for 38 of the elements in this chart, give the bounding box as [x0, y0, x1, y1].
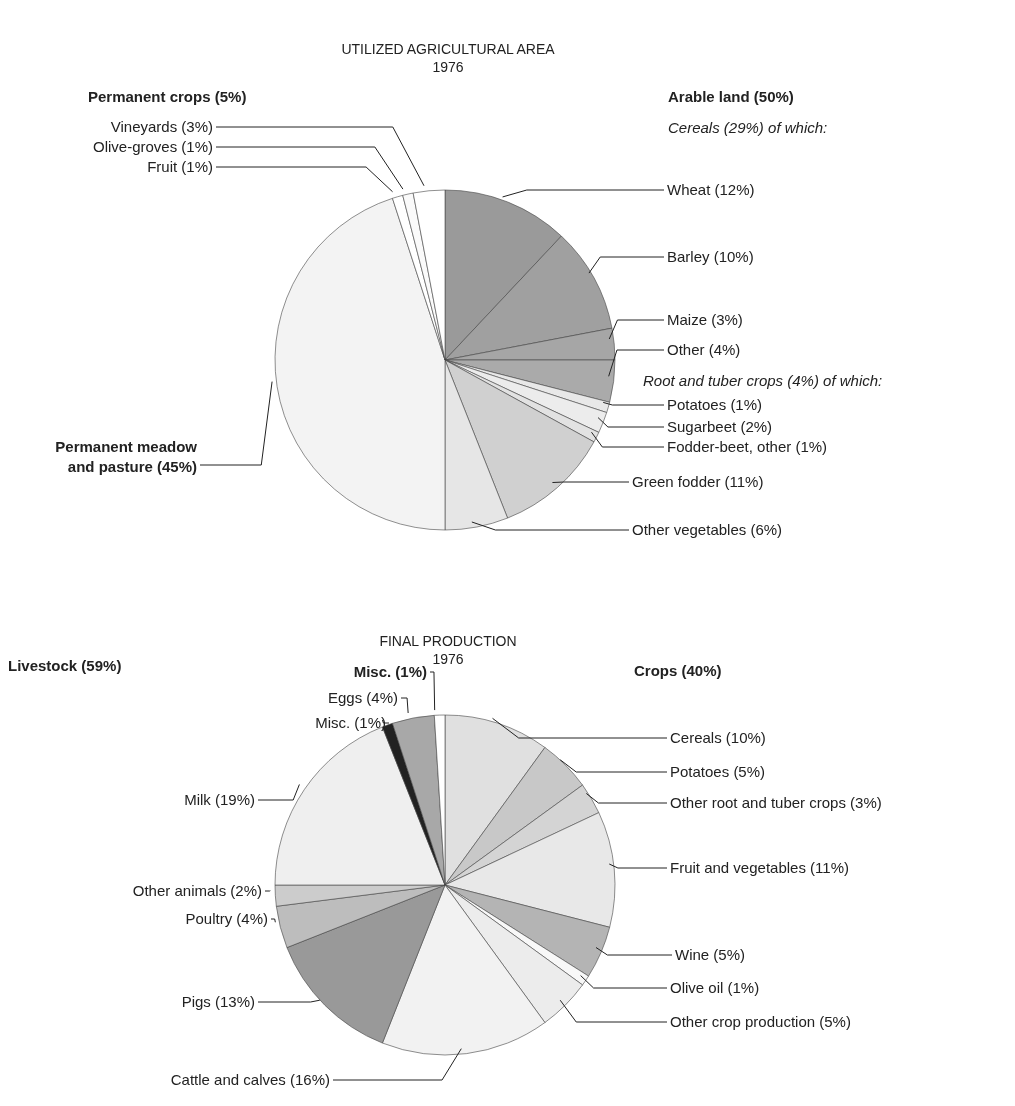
text: Permanent crops (5%)	[88, 88, 247, 105]
slice-label: Potatoes (5%)	[670, 763, 766, 780]
chart-title: FINAL PRODUCTION	[378, 632, 518, 650]
slice-label: Poultry (4%)	[185, 910, 268, 927]
slice-label: Other vegetables (6%)	[632, 521, 783, 538]
slice-label: Sugarbeet (2%)	[667, 418, 773, 435]
slice-label: Fruit and vegetables (11%)	[670, 859, 849, 876]
slice-label: Cereals (10%)	[670, 729, 766, 746]
slice-label: Fodder-beet, other (1%)	[667, 438, 828, 455]
chart-subtitle: 1976	[431, 58, 465, 76]
slice-label: Permanent meadow and pasture (45%)	[55, 438, 198, 475]
slice-label: Wine (5%)	[675, 946, 746, 963]
slice-label: Pigs (13%)	[181, 993, 255, 1010]
slice-label: Potatoes (1%)	[667, 396, 763, 413]
slice-label: Misc. (1%)	[315, 714, 386, 731]
chart-title: UTILIZED AGRICULTURAL AREA	[340, 40, 556, 58]
slice-label: Milk (19%)	[184, 791, 255, 808]
text: Crops (40%)	[634, 662, 722, 679]
slice-label: Green fodder (11%)	[632, 473, 764, 490]
slice-label: Other root and tuber crops (3%)	[670, 794, 882, 811]
slice-label: Other crop production (5%)	[670, 1013, 851, 1030]
text: Livestock (59%)	[8, 657, 122, 674]
slice-label: Other animals (2%)	[132, 882, 262, 899]
slice-label: Vineyards (3%)	[110, 118, 213, 135]
slice-label: Misc. (1%)	[353, 663, 427, 680]
slice-label: Fruit (1%)	[147, 158, 213, 175]
slice-label: Wheat (12%)	[667, 181, 755, 198]
slice-label: Olive oil (1%)	[670, 979, 760, 996]
slice-label: Cattle and calves (16%)	[170, 1071, 330, 1088]
chart-subtitle: 1976	[432, 651, 464, 667]
text: Cereals (29%) of which:	[668, 119, 828, 136]
slice-label: Maize (3%)	[667, 311, 743, 328]
slice-label: Barley (10%)	[667, 248, 754, 265]
slice-label: Eggs (4%)	[327, 689, 398, 706]
text: Arable land (50%)	[668, 88, 794, 105]
slice-label: Olive-groves (1%)	[92, 138, 213, 155]
slice-label: Other (4%)	[667, 341, 741, 358]
text: Root and tuber crops (4%) of which:	[643, 372, 883, 389]
